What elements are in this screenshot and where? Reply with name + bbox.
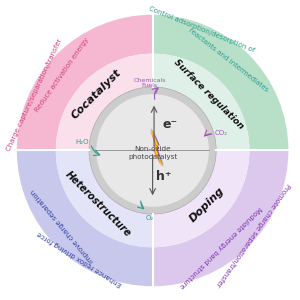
- Text: Surface regulation: Surface regulation: [172, 58, 245, 131]
- Polygon shape: [152, 129, 163, 166]
- Polygon shape: [152, 129, 164, 166]
- Circle shape: [96, 94, 209, 207]
- Text: e⁻: e⁻: [162, 118, 178, 131]
- Wedge shape: [17, 151, 153, 286]
- Text: H₂O: H₂O: [76, 139, 89, 145]
- Wedge shape: [153, 151, 288, 286]
- Text: Cocatalyst: Cocatalyst: [70, 68, 123, 121]
- Text: reactants and intermediates: reactants and intermediates: [188, 27, 269, 93]
- Text: Heterostructure: Heterostructure: [64, 170, 133, 239]
- Text: Non-oxide
photocatalyst: Non-oxide photocatalyst: [128, 146, 177, 161]
- Text: Promote charge separation/transfer: Promote charge separation/transfer: [214, 182, 291, 287]
- Polygon shape: [150, 129, 161, 166]
- Wedge shape: [153, 54, 249, 151]
- Circle shape: [89, 87, 216, 214]
- Wedge shape: [17, 15, 153, 151]
- Wedge shape: [153, 15, 288, 151]
- Polygon shape: [153, 129, 164, 166]
- Text: h⁺: h⁺: [156, 170, 172, 183]
- Text: Fuels: Fuels: [142, 83, 158, 88]
- Text: Enhance redox driving force: Enhance redox driving force: [36, 230, 123, 287]
- Wedge shape: [56, 151, 153, 247]
- Polygon shape: [151, 129, 162, 166]
- Wedge shape: [153, 151, 249, 247]
- Polygon shape: [151, 129, 163, 166]
- Text: Reduce activation energy: Reduce activation energy: [34, 37, 90, 113]
- Text: Modulate energy band structure: Modulate energy band structure: [178, 205, 262, 289]
- Text: Charge capture/separation/transfer: Charge capture/separation/transfer: [5, 38, 63, 152]
- Text: Doping: Doping: [188, 185, 226, 224]
- Text: Control adsorption/desorption of: Control adsorption/desorption of: [148, 5, 255, 53]
- Wedge shape: [56, 54, 153, 151]
- Text: Improve charge separation: Improve charge separation: [30, 188, 95, 264]
- Text: O₂: O₂: [146, 215, 154, 221]
- Text: CO₂: CO₂: [215, 130, 228, 136]
- Text: Chemicals: Chemicals: [134, 78, 166, 82]
- Polygon shape: [150, 129, 162, 166]
